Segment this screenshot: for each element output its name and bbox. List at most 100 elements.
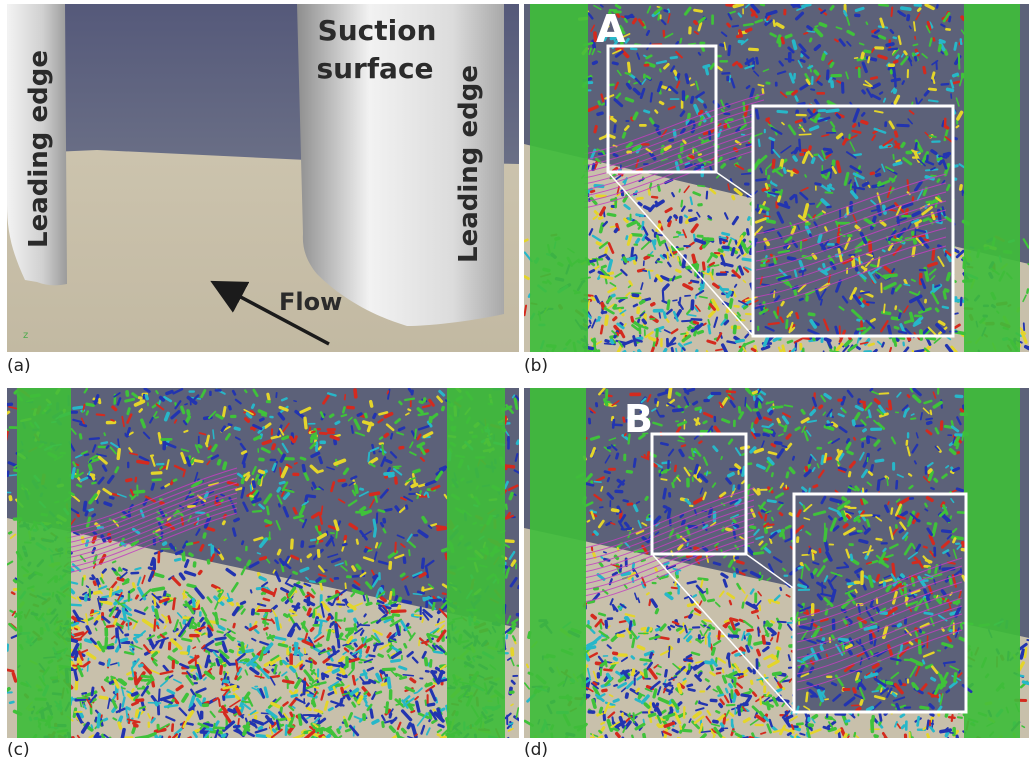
vortex-streak [248,561,260,569]
vortex-streak [163,395,173,403]
vortex-streak [302,605,308,612]
vortex-streak [166,516,172,521]
vortex-streak [105,444,110,449]
vortex-streak [871,82,881,90]
vortex-streak [923,89,930,97]
vortex-streak [276,494,283,505]
vortex-streak [847,343,858,352]
vortex-streak [210,553,216,562]
vortex-streak [429,523,438,528]
vortex-streak [786,310,794,318]
vortex-streak [938,38,946,44]
vortex-streak [597,216,604,221]
vortex-streak [272,569,276,574]
vortex-streak [184,403,188,406]
vortex-streak [869,76,879,81]
vortex-streak [667,8,671,13]
vortex-streak [157,735,162,738]
vortex-streak [930,166,936,171]
vortex-streak [957,52,961,61]
vortex-streak [221,640,228,654]
vortex-streak [657,233,663,237]
vortex-streak [436,629,447,643]
vortex-streak [1020,331,1028,344]
vortex-streak [931,71,936,80]
vortex-streak [316,539,320,545]
vortex-streak [234,705,242,716]
vortex-streak [901,80,906,85]
vortex-streak [83,388,88,394]
vortex-streak [770,126,783,135]
vortex-streak [666,252,670,261]
vortex-streak [90,686,95,697]
vortex-streak [647,187,651,196]
vortex-streak [631,293,640,298]
vortex-streak [195,697,204,707]
vortex-streak [155,403,165,411]
vortex-streak [738,245,744,255]
vortex-streak [822,318,830,332]
vortex-streak [656,5,662,9]
vortex-streak [697,51,702,56]
vortex-streak [798,43,807,53]
vortex-streak [645,54,653,60]
vortex-streak [587,310,592,318]
vortex-streak [403,642,408,649]
vortex-streak [636,52,641,60]
vortex-streak [111,560,117,564]
vortex-streak [172,678,182,684]
vortex-streak [727,183,731,191]
vortex-streak [73,669,79,682]
vortex-streak [309,442,317,450]
vortex-streak [737,62,743,69]
vortex-streak [709,271,714,281]
vortex-streak [790,4,798,8]
vortex-streak [630,232,643,237]
vortex-streak [913,55,918,62]
vortex-streak [186,583,197,589]
vortex-streak [776,70,787,75]
vortex-streak [349,651,358,659]
vortex-streak [736,254,741,259]
vortex-streak [935,323,946,334]
vortex-streak [409,451,417,456]
vortex-streak [795,312,800,320]
vortex-streak [232,692,241,701]
vortex-streak [727,12,733,21]
vortex-streak [8,406,19,410]
vortex-streak [507,727,514,732]
vortex-streak [738,342,747,352]
vortex-streak [755,177,767,182]
vortex-streak [870,93,881,101]
vortex-streak [115,707,126,714]
vortex-streak [914,228,927,234]
vortex-streak [334,620,342,630]
vortex-streak [508,550,516,561]
vortex-streak [592,349,601,352]
vortex-streak [364,546,372,550]
vortex-streak [275,656,282,662]
vortex-streak [504,543,510,549]
vortex-streak [931,292,940,305]
vortex-streak [380,456,387,467]
vortex-streak [927,99,939,103]
vortex-streak [199,616,205,623]
vortex-streak [417,412,429,417]
caption-b: (b) [524,356,549,376]
vortex-streak [426,492,430,499]
vortex-streak [322,726,333,735]
vortex-streak [353,623,358,632]
vortex-streak [600,268,610,279]
vortex-streak [765,219,776,224]
vortex-streak [504,712,512,720]
vortex-streak [355,538,359,545]
vortex-streak [785,319,789,330]
vortex-streak [76,483,83,488]
vortex-streak [240,540,245,546]
vortex-streak [790,225,797,235]
vortex-streak [111,405,118,412]
vortex-streak [737,12,743,18]
vortex-streak [184,558,190,569]
vortex-streak [173,419,178,424]
panel-c-image [7,388,519,738]
